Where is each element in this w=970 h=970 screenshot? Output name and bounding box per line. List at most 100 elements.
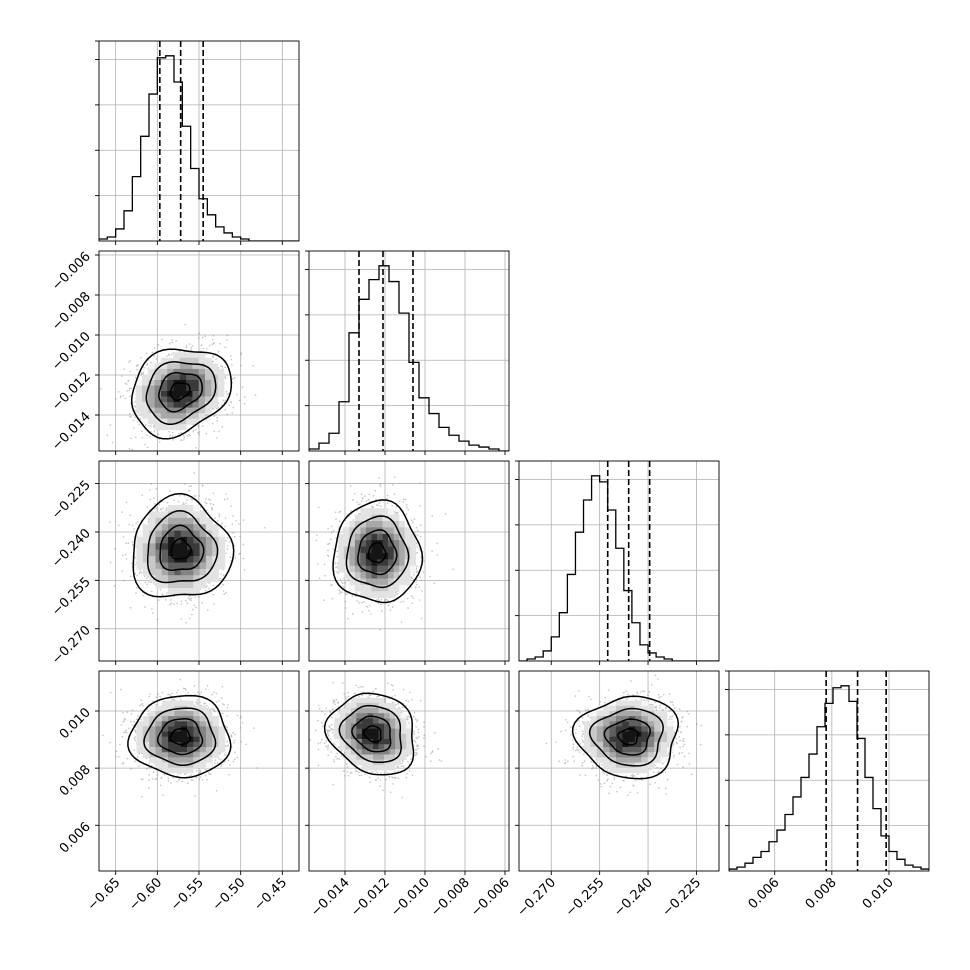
density-cell xyxy=(205,549,213,557)
density-cell xyxy=(173,402,181,408)
density-cell xyxy=(187,568,194,576)
density-cell xyxy=(373,713,379,719)
density-content xyxy=(309,671,509,871)
density-cell xyxy=(596,705,604,712)
density-cell xyxy=(174,568,182,576)
density-cell xyxy=(377,552,383,560)
density-cell xyxy=(168,762,175,769)
density-cell xyxy=(199,511,207,519)
density-cell xyxy=(371,578,378,586)
density-cell xyxy=(609,747,617,753)
density-cell xyxy=(596,716,604,722)
density-cell xyxy=(615,700,623,707)
density-cell xyxy=(174,581,182,589)
density-cell xyxy=(345,728,352,735)
panel-frame xyxy=(518,460,720,662)
density-cell xyxy=(609,726,617,732)
density-cell xyxy=(149,556,156,563)
density-cell xyxy=(168,511,175,519)
density-cell xyxy=(354,514,361,522)
density-cell xyxy=(334,713,341,719)
density-cell xyxy=(149,543,156,551)
density-cell xyxy=(635,757,642,763)
density-cell xyxy=(168,517,175,525)
density-cell xyxy=(218,731,226,738)
density-cell xyxy=(212,747,219,753)
density-cell xyxy=(371,546,378,554)
density-cell xyxy=(142,562,150,570)
density-cell xyxy=(149,752,156,758)
contour-level-4 xyxy=(362,725,382,743)
density-cell xyxy=(373,764,379,771)
density-cell xyxy=(205,379,212,386)
density-cell xyxy=(622,731,630,738)
density-cell xyxy=(205,517,213,525)
density-cell xyxy=(180,562,188,570)
density-cell xyxy=(179,352,187,359)
density-cell xyxy=(609,710,617,717)
density-cell xyxy=(186,391,193,397)
density-cell xyxy=(393,514,400,522)
density-cell xyxy=(404,565,411,573)
density-cell xyxy=(609,736,617,743)
density-cell xyxy=(641,710,649,717)
density-panel-r3-c2 xyxy=(308,460,510,662)
density-cell xyxy=(155,575,163,582)
density-cell xyxy=(395,739,401,745)
density-cell xyxy=(173,385,181,392)
density-cell xyxy=(641,700,649,707)
density-cell xyxy=(211,385,218,392)
density-cell xyxy=(373,754,379,761)
density-cell xyxy=(609,716,617,722)
density-cell xyxy=(361,764,368,771)
density-cell xyxy=(136,747,144,753)
density-cell xyxy=(378,702,385,709)
density-cell xyxy=(354,546,361,554)
density-cell xyxy=(154,402,162,408)
density-cell xyxy=(142,402,149,408)
density-cell xyxy=(142,391,149,397)
density-cell xyxy=(404,572,411,579)
contour-level-3 xyxy=(156,718,204,756)
density-cell xyxy=(361,713,368,719)
density-cell xyxy=(361,718,368,724)
density-cell xyxy=(356,697,363,704)
density-cell xyxy=(173,418,181,425)
contour-level-1 xyxy=(323,692,415,776)
density-cell xyxy=(384,708,390,714)
density-cell xyxy=(160,374,168,381)
density-cell xyxy=(180,581,188,589)
density-cell xyxy=(198,357,206,364)
contour-level-1 xyxy=(130,348,233,440)
density-cell xyxy=(155,762,163,769)
density-cell xyxy=(382,578,389,586)
density-cell xyxy=(660,726,668,732)
density-cell xyxy=(205,736,213,743)
density-cell xyxy=(218,556,226,563)
density-cell xyxy=(365,559,372,567)
density-cell xyxy=(205,710,213,717)
density-cell xyxy=(388,572,394,579)
x-tick-label: −0.225 xyxy=(660,875,705,920)
density-cell xyxy=(349,578,356,586)
density-cell xyxy=(622,710,630,717)
density-cell xyxy=(205,357,212,364)
density-cell xyxy=(148,368,155,375)
density-cell xyxy=(167,363,174,370)
density-cell xyxy=(622,716,630,722)
density-cell xyxy=(135,379,143,386)
density-cell xyxy=(142,536,150,544)
density-cell xyxy=(199,705,207,712)
y-tick-label: −0.010 xyxy=(49,329,94,374)
density-cell xyxy=(160,379,168,386)
density-cell xyxy=(198,407,206,414)
density-cell xyxy=(205,363,212,370)
density-cell xyxy=(142,716,150,722)
density-cell xyxy=(179,385,187,392)
density-cell xyxy=(187,731,194,738)
density-cell xyxy=(596,752,604,758)
density-cell xyxy=(205,556,213,563)
density-cell xyxy=(142,530,150,538)
density-cell xyxy=(367,759,374,766)
